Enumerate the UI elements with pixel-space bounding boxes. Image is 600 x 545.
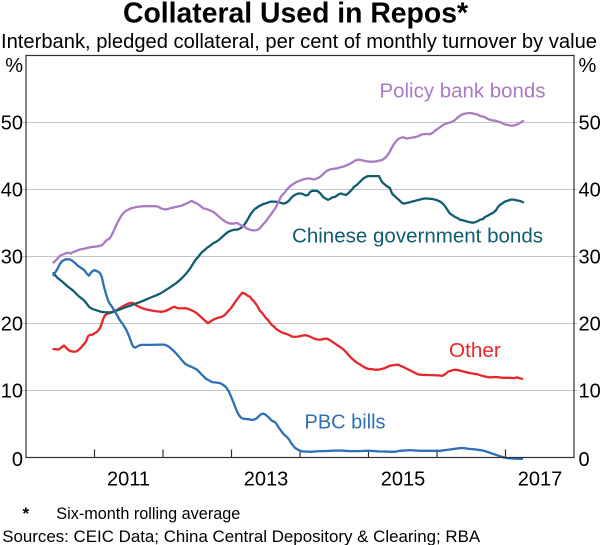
svg-text:Collateral Used in Repos*: Collateral Used in Repos* — [123, 0, 469, 30]
svg-text:2011: 2011 — [107, 469, 150, 491]
svg-text:Chinese government bonds: Chinese government bonds — [292, 225, 543, 247]
svg-text:40: 40 — [579, 180, 600, 202]
svg-text:PBC bills: PBC bills — [305, 411, 386, 433]
svg-text:Other: Other — [449, 339, 501, 362]
svg-text:50: 50 — [579, 113, 600, 135]
svg-text:%: % — [5, 55, 23, 77]
svg-text:Six-month rolling average: Six-month rolling average — [56, 504, 240, 523]
svg-text:10: 10 — [579, 381, 600, 403]
svg-text:10: 10 — [1, 381, 23, 403]
svg-text:Sources: CEIC Data; China Cent: Sources: CEIC Data; China Central Deposi… — [2, 527, 481, 545]
svg-text:30: 30 — [579, 247, 600, 269]
svg-text:2015: 2015 — [381, 469, 426, 491]
svg-text:2013: 2013 — [244, 469, 289, 491]
svg-text:Policy bank bonds: Policy bank bonds — [380, 81, 546, 103]
svg-text:%: % — [579, 55, 597, 77]
svg-text:0: 0 — [12, 449, 23, 471]
svg-text:30: 30 — [1, 247, 23, 269]
svg-text:20: 20 — [579, 314, 600, 336]
svg-text:0: 0 — [579, 449, 590, 471]
svg-text:Interbank, pledged collateral,: Interbank, pledged collateral, per cent … — [1, 31, 597, 53]
svg-text:*: * — [23, 504, 30, 523]
svg-text:2017: 2017 — [518, 469, 563, 491]
svg-text:50: 50 — [1, 113, 23, 135]
svg-text:20: 20 — [1, 314, 23, 336]
svg-text:40: 40 — [1, 180, 23, 202]
